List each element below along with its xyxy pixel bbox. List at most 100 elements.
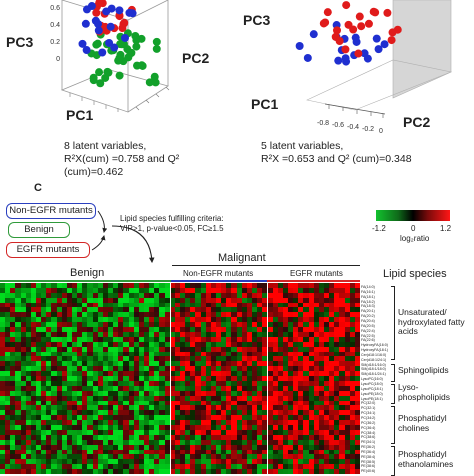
heatmap-cell bbox=[36, 327, 42, 333]
heatmap-cell bbox=[20, 351, 27, 357]
heatmap-cell bbox=[257, 292, 263, 299]
heatmap-cell bbox=[231, 376, 237, 382]
scatter-point bbox=[106, 22, 115, 31]
heatmap-cell bbox=[241, 420, 248, 426]
heatmap-cell bbox=[77, 420, 83, 426]
heatmap-cell bbox=[36, 307, 42, 313]
heatmap-cell bbox=[123, 415, 129, 421]
heatmap-cell bbox=[77, 464, 83, 470]
heatmap-cell bbox=[236, 361, 243, 367]
heatmap-cell bbox=[0, 312, 6, 318]
heatmap-cell bbox=[205, 390, 212, 397]
heatmap-cell bbox=[30, 425, 37, 431]
heatmap-cell bbox=[0, 341, 6, 348]
heatmap-cell bbox=[123, 444, 129, 450]
heatmap-cell bbox=[318, 351, 325, 357]
heatmap-cell bbox=[195, 434, 201, 441]
heatmap-cell bbox=[169, 317, 176, 323]
heatmap-cell bbox=[46, 439, 52, 446]
heatmap-cell bbox=[200, 380, 207, 387]
heatmap-cell bbox=[298, 361, 304, 367]
heatmap-cell bbox=[30, 312, 37, 318]
heatmap-cell bbox=[252, 312, 258, 318]
heatmap-cell bbox=[282, 336, 289, 343]
heatmap-cell bbox=[205, 312, 212, 318]
heatmap-cell bbox=[159, 429, 165, 436]
heatmap-cell bbox=[308, 297, 315, 303]
heatmap-cell bbox=[313, 415, 320, 421]
group-separator bbox=[267, 283, 269, 474]
heatmap-cell bbox=[133, 302, 140, 308]
heatmap-cell bbox=[113, 459, 119, 465]
heatmap-cell bbox=[149, 341, 155, 348]
heatmap-cell bbox=[241, 449, 248, 455]
scatter-point bbox=[96, 79, 105, 88]
heatmap-cell bbox=[20, 297, 27, 303]
heatmap-cell bbox=[210, 449, 217, 455]
heatmap-cell bbox=[293, 390, 299, 397]
heatmap-cell bbox=[282, 400, 289, 406]
heatmap-cell bbox=[277, 410, 284, 416]
heatmap-cell bbox=[36, 400, 42, 406]
heatmap-cell bbox=[298, 351, 304, 357]
heatmap-cell bbox=[169, 415, 176, 421]
heatmap-cell bbox=[61, 444, 68, 450]
heatmap-cell bbox=[123, 346, 129, 352]
heatmap-cell bbox=[25, 351, 32, 357]
heatmap-cell bbox=[5, 429, 11, 436]
row-label: LysoPE(18:1) bbox=[361, 396, 383, 401]
heatmap-cell bbox=[92, 454, 99, 460]
heatmap-cell bbox=[51, 297, 57, 303]
heatmap-cell bbox=[308, 351, 315, 357]
heatmap-cell bbox=[133, 459, 140, 465]
heatmap-cell bbox=[329, 331, 335, 338]
heatmap-cell bbox=[61, 312, 68, 318]
heatmap-cell bbox=[246, 400, 253, 406]
heatmap-cell bbox=[298, 376, 304, 382]
scatter-point bbox=[388, 28, 397, 37]
heatmap-cell bbox=[82, 307, 88, 313]
heatmap-cell bbox=[180, 400, 186, 406]
heatmap-cell bbox=[174, 371, 181, 377]
heatmap-cell bbox=[277, 380, 284, 387]
panel-b-caption: 5 latent variables, R²X =0.653 and Q² (c… bbox=[261, 140, 471, 166]
heatmap-cell bbox=[210, 292, 217, 299]
heatmap-cell bbox=[144, 356, 150, 362]
heatmap-cell bbox=[25, 464, 32, 470]
heatmap-cell bbox=[25, 390, 32, 397]
heatmap-cell bbox=[123, 459, 129, 465]
heatmap-cell bbox=[293, 395, 299, 401]
heatmap-cell bbox=[185, 361, 191, 367]
heatmap-cell bbox=[164, 420, 171, 426]
heatmap-cell bbox=[288, 327, 294, 333]
heatmap-cell bbox=[123, 380, 129, 387]
heatmap-cell bbox=[236, 331, 243, 338]
heatmap-cell bbox=[36, 297, 42, 303]
heatmap-cell bbox=[272, 464, 279, 470]
heatmap-cell bbox=[241, 297, 248, 303]
heatmap-cell bbox=[318, 434, 325, 441]
heatmap-cell bbox=[92, 400, 99, 406]
heatmap-cell bbox=[102, 395, 109, 401]
heatmap-cell bbox=[164, 292, 171, 299]
heatmap-cell bbox=[92, 444, 99, 450]
heatmap-cell bbox=[180, 376, 186, 382]
heatmap-cell bbox=[262, 341, 268, 348]
scatter-point bbox=[93, 39, 102, 48]
heatmap-cell bbox=[118, 322, 124, 328]
heatmap-cell bbox=[246, 405, 253, 411]
heatmap-cell bbox=[195, 376, 201, 382]
heatmap-cell bbox=[36, 322, 42, 328]
heatmap-cell bbox=[216, 395, 222, 401]
heatmap-cell bbox=[15, 376, 21, 382]
heatmap-cell bbox=[72, 429, 78, 436]
heatmap-cell bbox=[267, 420, 273, 426]
heatmap-cell bbox=[262, 371, 268, 377]
heatmap-cell bbox=[267, 425, 273, 431]
heatmap-cell bbox=[56, 292, 63, 299]
heatmap-cell bbox=[303, 415, 309, 421]
heatmap-cell bbox=[56, 361, 63, 367]
heatmap-cell bbox=[313, 429, 320, 436]
heatmap-cell bbox=[15, 390, 21, 397]
heatmap-cell bbox=[82, 341, 88, 348]
